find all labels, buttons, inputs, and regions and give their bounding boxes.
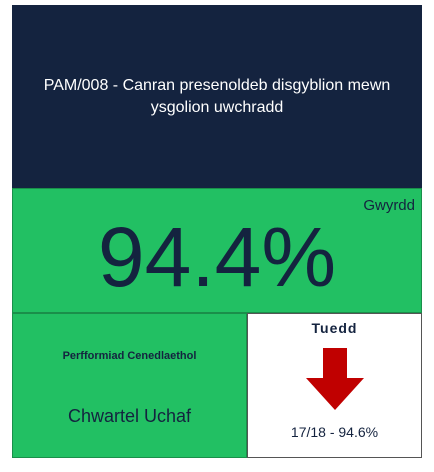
arrow-shape [306,348,364,410]
national-panel: Perfformiad Cenedlaethol Chwartel Uchaf [12,313,247,458]
national-label: Perfformiad Cenedlaethol [62,350,197,362]
previous-value: 17/18 - 94.6% [290,424,379,440]
main-panel: Gwyrdd 94.4% [12,188,422,313]
down-arrow [306,348,364,410]
trend-label: Tuedd [311,320,358,336]
kpi-card: PAM/008 - Canran presenoldeb disgyblion … [12,5,422,458]
status: Gwyrdd [363,197,415,214]
main-value: 94.4% [97,210,337,304]
title: PAM/008 - Canran presenoldeb disgyblion … [12,5,422,188]
quartile: Chwartel Uchaf [67,406,192,426]
trend-panel: Tuedd 17/18 - 94.6% [247,313,422,458]
